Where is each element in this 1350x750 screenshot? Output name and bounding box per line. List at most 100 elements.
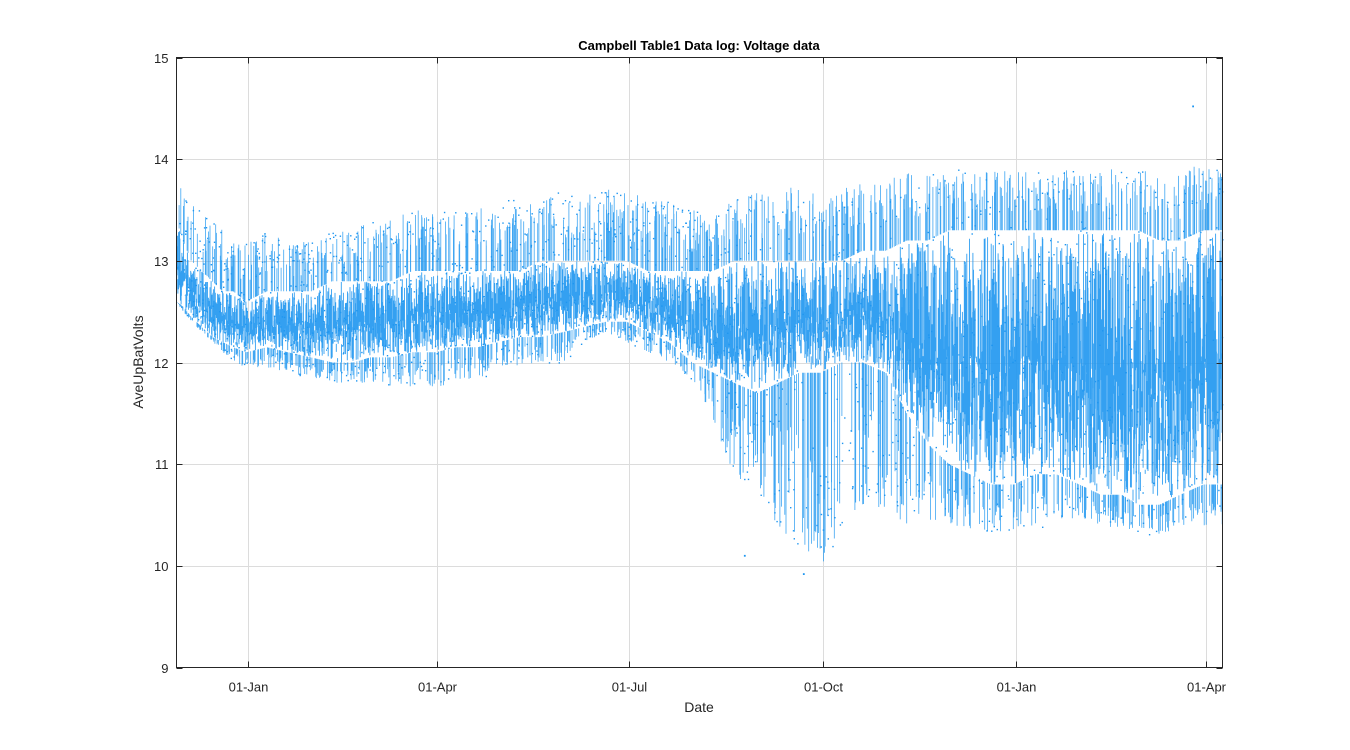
data-point [1141, 505, 1143, 507]
data-point [1121, 273, 1124, 276]
data-point [447, 378, 450, 380]
data-point [935, 446, 937, 449]
data-point [399, 377, 401, 379]
data-point [951, 226, 953, 228]
data-point [898, 369, 901, 371]
data-point [592, 329, 594, 331]
data-point [1216, 469, 1218, 471]
data-point [373, 238, 375, 241]
data-point [413, 291, 416, 293]
data-point [1115, 248, 1118, 250]
data-point [386, 246, 388, 249]
data-point [276, 287, 279, 289]
data-point [1017, 321, 1019, 323]
data-point [727, 251, 729, 253]
data-point [1077, 417, 1079, 419]
data-point [911, 498, 914, 500]
data-point [1001, 489, 1003, 491]
data-point [564, 200, 567, 202]
data-point [749, 432, 751, 435]
data-point [420, 237, 422, 240]
data-point [592, 323, 594, 326]
data-point [483, 240, 485, 242]
data-point [796, 284, 798, 286]
data-point [353, 328, 355, 330]
data-point [901, 247, 903, 250]
data-point [263, 289, 265, 291]
data-point [295, 251, 297, 254]
data-point [1128, 265, 1130, 267]
data-point [681, 351, 683, 353]
data-point [228, 306, 231, 309]
data-point [950, 431, 952, 433]
data-point [1095, 380, 1097, 383]
data-point [326, 347, 329, 349]
data-point [832, 545, 834, 548]
data-point [203, 227, 206, 229]
data-point [376, 367, 378, 369]
data-point [863, 415, 866, 417]
data-point [950, 423, 952, 425]
data-point [832, 355, 834, 358]
data-point [671, 294, 674, 296]
data-point [956, 298, 959, 301]
data-point [194, 228, 196, 230]
data-point [207, 237, 209, 240]
data-point [291, 343, 293, 346]
data-point [851, 487, 854, 490]
data-point [884, 480, 887, 482]
data-point [234, 324, 236, 326]
data-point [1036, 276, 1039, 279]
data-point [999, 211, 1001, 213]
data-point [1176, 458, 1179, 460]
data-point [1161, 252, 1163, 254]
data-point [438, 243, 440, 245]
data-point [923, 398, 926, 400]
data-point [600, 223, 602, 225]
data-point [457, 325, 459, 328]
data-point [547, 239, 550, 241]
data-point [1037, 506, 1039, 509]
data-point [793, 538, 795, 540]
data-point [1126, 500, 1129, 502]
data-point [599, 330, 602, 333]
data-point [950, 256, 953, 258]
data-point [772, 216, 774, 218]
data-point [593, 239, 596, 241]
data-point [913, 444, 915, 447]
data-point [768, 501, 770, 504]
data-point [402, 301, 404, 303]
data-point [496, 358, 499, 360]
data-point [897, 293, 899, 296]
data-point [622, 264, 625, 267]
data-point [961, 222, 963, 224]
data-point [356, 380, 358, 382]
data-point [906, 332, 908, 335]
data-point [900, 196, 902, 199]
data-point [470, 338, 472, 340]
data-point [620, 194, 622, 197]
data-point [720, 254, 723, 256]
data-point [1092, 413, 1094, 416]
data-point [665, 345, 667, 347]
data-point [675, 255, 677, 257]
data-point [999, 485, 1001, 487]
data-point [1111, 518, 1114, 520]
data-point [1006, 431, 1008, 433]
data-point [801, 294, 804, 297]
data-point [897, 440, 899, 442]
data-point [733, 319, 735, 321]
data-point [946, 357, 948, 359]
data-point [726, 280, 728, 282]
data-point [802, 201, 805, 204]
data-point [346, 244, 349, 246]
data-point [1034, 325, 1036, 328]
data-point [333, 236, 335, 238]
data-point [612, 220, 614, 222]
data-point [1043, 279, 1045, 282]
data-point [905, 481, 907, 484]
data-point [756, 424, 759, 426]
data-point [328, 331, 330, 333]
data-point [1002, 258, 1004, 261]
data-point [648, 278, 651, 280]
